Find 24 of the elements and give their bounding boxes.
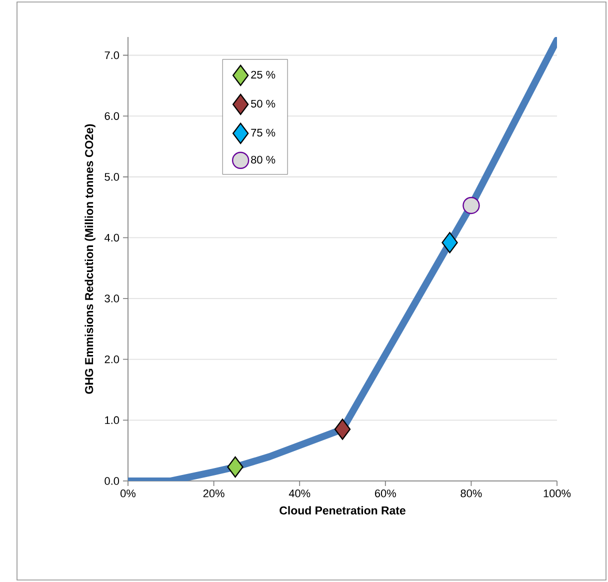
x-tick-label: 100% [544, 490, 571, 498]
x-tick-label: 60% [375, 490, 396, 498]
point [442, 232, 458, 254]
y-axis-title: GHG Emmisions Redcution (Million tonnes CO2e) [84, 124, 96, 394]
y-tick-label: 3.0 [104, 294, 120, 302]
x-tick-label: 0% [120, 490, 136, 498]
y-tick-label: 4.0 [104, 234, 120, 242]
legend-label: 50 % [251, 100, 276, 108]
y-tick-label: 6.0 [104, 112, 120, 120]
x-tick-label: 40% [288, 490, 310, 498]
point [334, 418, 351, 440]
point [227, 456, 244, 478]
y-tick-label: 2.0 [104, 355, 120, 364]
x-tick-label: 20% [203, 490, 224, 498]
legend-label: 80 % [251, 156, 276, 164]
legend-label: 75 % [251, 128, 276, 137]
legend-label: 25 % [251, 70, 276, 79]
y-tick-label: 0.0 [104, 477, 120, 485]
point [462, 196, 480, 214]
y-tick-label: 5.0 [104, 173, 120, 181]
x-axis-title: Cloud Penetration Rate [280, 506, 406, 515]
y-tick-label: 1.0 [105, 416, 120, 424]
x-tick-label: 80% [460, 490, 482, 498]
y-tick-label: 7.0 [104, 51, 120, 60]
